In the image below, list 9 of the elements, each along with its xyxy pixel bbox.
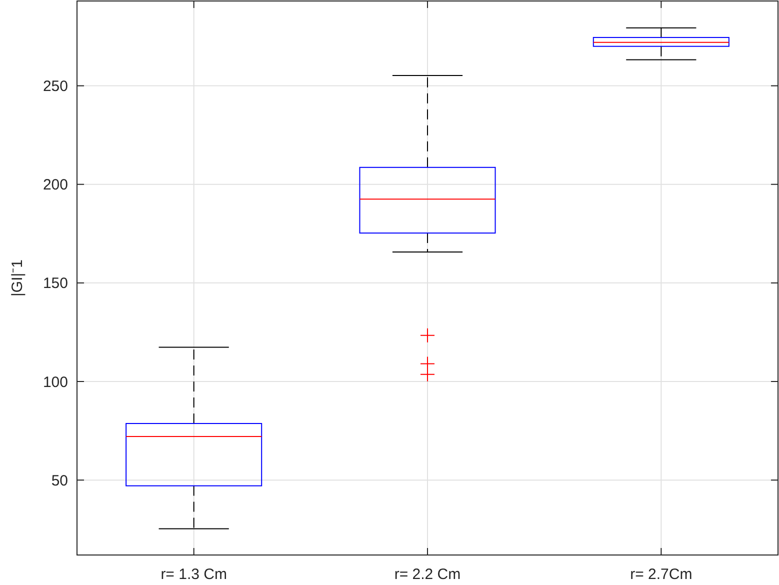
y-tick-label: 150 [42, 275, 68, 292]
y-tick-label: 50 [51, 472, 68, 490]
y-tick-label: 100 [42, 374, 68, 391]
y-axis-title: |GI|⁻1 [9, 260, 26, 296]
x-tick-label: r= 1.3 Cm [160, 566, 227, 583]
y-tick-label: 200 [42, 176, 68, 194]
x-tick-label: r= 2.2 Cm [394, 566, 461, 583]
x-tick-label: r= 2.7Cm [630, 566, 692, 583]
y-tick-label: 250 [42, 78, 68, 96]
